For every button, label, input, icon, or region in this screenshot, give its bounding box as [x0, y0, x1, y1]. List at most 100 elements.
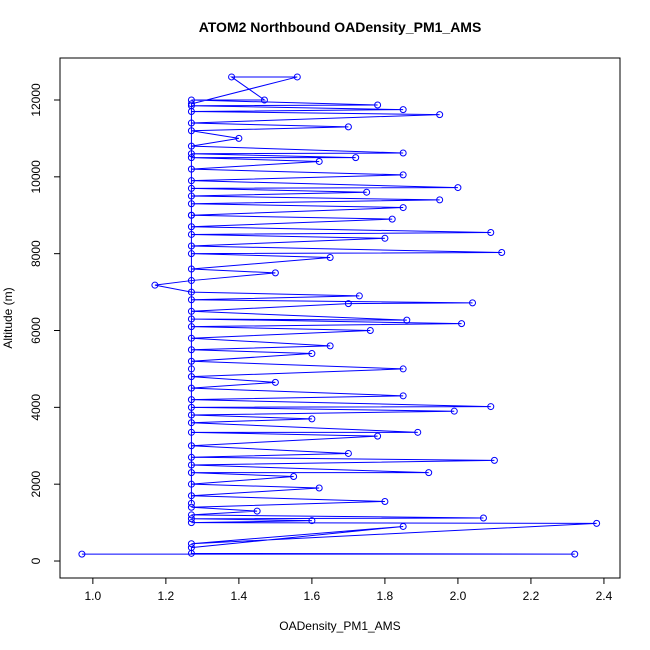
data-point [187, 373, 195, 381]
data-point [308, 415, 316, 423]
data-point [187, 127, 195, 135]
data-point [271, 269, 279, 277]
y-axis-label: Altitude (m) [1, 287, 15, 348]
data-point [151, 281, 159, 289]
data-point [399, 149, 407, 157]
data-point [187, 192, 195, 200]
data-point [187, 154, 195, 162]
data-point [479, 514, 487, 522]
data-point [381, 234, 389, 242]
data-point [487, 403, 495, 411]
data-point [78, 550, 86, 558]
data-point [187, 277, 195, 285]
data-point [187, 403, 195, 411]
data-point [490, 456, 498, 464]
y-tick-label: 2000 [29, 471, 43, 498]
data-point [293, 73, 301, 81]
data-point [187, 184, 195, 192]
data-point [187, 296, 195, 304]
data-point [187, 411, 195, 419]
data-point [399, 204, 407, 212]
data-point [326, 254, 334, 262]
data-point [469, 299, 477, 307]
data-point [187, 307, 195, 315]
data-point [187, 469, 195, 477]
data-point [399, 171, 407, 179]
data-point [344, 449, 352, 457]
data-point [366, 327, 374, 335]
data-point [315, 157, 323, 165]
data-point [187, 442, 195, 450]
data-point [308, 350, 316, 358]
x-tick-label: 1.2 [158, 589, 175, 603]
data-point [352, 154, 360, 162]
data-point [187, 250, 195, 258]
x-tick-label: 1.8 [377, 589, 394, 603]
data-point [187, 242, 195, 250]
plot-frame [59, 57, 621, 579]
x-tick-label: 2.0 [450, 589, 467, 603]
data-point [235, 134, 243, 142]
data-point [399, 106, 407, 114]
data-point [187, 223, 195, 231]
data-point [187, 519, 195, 527]
data-point [187, 150, 195, 158]
data-point [253, 507, 261, 515]
y-tick-label: 12000 [29, 83, 43, 117]
data-point [450, 407, 458, 415]
data-point [187, 428, 195, 436]
data-point [363, 188, 371, 196]
data-point [571, 550, 579, 558]
chart-title: ATOM2 Northbound OADensity_PM1_AMS [199, 19, 482, 35]
data-point [187, 540, 195, 548]
data-point [290, 472, 298, 480]
data-point [187, 515, 195, 523]
data-point [308, 517, 316, 525]
y-tick-label: 6000 [29, 317, 43, 344]
data-point [414, 428, 422, 436]
x-tick-label: 1.4 [231, 589, 248, 603]
data-point [454, 184, 462, 192]
data-point [187, 288, 195, 296]
data-point [187, 165, 195, 173]
x-tick-label: 1.6 [304, 589, 321, 603]
data-point [187, 503, 195, 511]
data-point [187, 346, 195, 354]
data-point [260, 96, 268, 104]
data-point [271, 378, 279, 386]
y-tick-label: 10000 [29, 160, 43, 194]
data-point [399, 392, 407, 400]
data-point [187, 142, 195, 150]
data-point [187, 315, 195, 323]
x-axis-label: OADensity_PM1_AMS [279, 619, 400, 633]
x-tick-label: 2.4 [596, 589, 613, 603]
data-point [187, 119, 195, 127]
data-point [374, 432, 382, 440]
y-tick-label: 0 [29, 557, 43, 564]
x-tick-label: 2.2 [523, 589, 540, 603]
data-point [425, 469, 433, 477]
data-point [187, 334, 195, 342]
data-point [187, 492, 195, 500]
data-point [436, 196, 444, 204]
data-point [593, 519, 601, 527]
data-point [187, 461, 195, 469]
data-point [187, 511, 195, 519]
data-point [187, 357, 195, 365]
data-point [187, 544, 195, 552]
data-point [381, 497, 389, 505]
data-point [344, 300, 352, 308]
data-point [487, 229, 495, 237]
data-point [399, 522, 407, 530]
data-point [399, 365, 407, 373]
data-point [315, 484, 323, 492]
data-point [187, 499, 195, 507]
data-point [344, 123, 352, 131]
y-tick-label: 4000 [29, 394, 43, 421]
data-point [187, 230, 195, 238]
data-point [187, 396, 195, 404]
data-point [187, 365, 195, 373]
data-point [187, 200, 195, 208]
data-point [187, 419, 195, 427]
